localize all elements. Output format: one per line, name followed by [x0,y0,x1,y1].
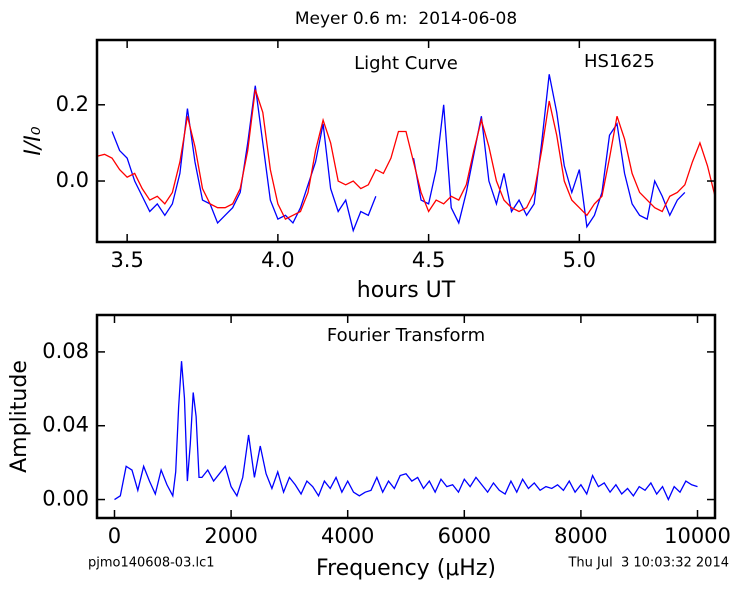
y-axis-label: Amplitude [7,360,32,473]
x-tick-label: 5.0 [563,248,596,272]
y-tick-label: 0.0 [56,168,89,192]
x-axis-label: Frequency (μHz) [316,556,496,581]
x-tick-label: 4.0 [261,248,294,272]
axes-frame [95,38,717,244]
y-tick-label: 0.04 [42,413,89,437]
y-tick-label: 0.00 [42,487,89,511]
x-axis-label: hours UT [357,278,456,303]
y-tick-label: 0.2 [56,92,89,116]
axes-frame [95,313,717,520]
x-tick-label: 4000 [321,524,374,548]
annotation: HS1625 [584,51,655,72]
x-tick-label: 6000 [438,524,491,548]
figure-title: Meyer 0.6 m: 2014-06-08 [295,9,517,29]
x-tick-label: 10000 [664,524,731,548]
y-axis-label: I/I₀ [21,126,46,155]
annotation: Light Curve [354,53,458,74]
x-tick-label: 2000 [204,524,257,548]
annotation: Fourier Transform [327,325,485,346]
series-line [97,89,715,221]
x-tick-label: 8000 [554,524,607,548]
x-tick-label: 3.5 [110,248,143,272]
x-tick-label: 4.5 [412,248,445,272]
y-tick-label: 0.08 [42,339,89,363]
footer-right: Thu Jul 3 10:03:32 2014 [567,556,729,571]
x-tick-label: 0 [108,524,121,548]
footer-left: pjmo140608-03.lc1 [88,556,215,571]
series-line [114,361,698,502]
